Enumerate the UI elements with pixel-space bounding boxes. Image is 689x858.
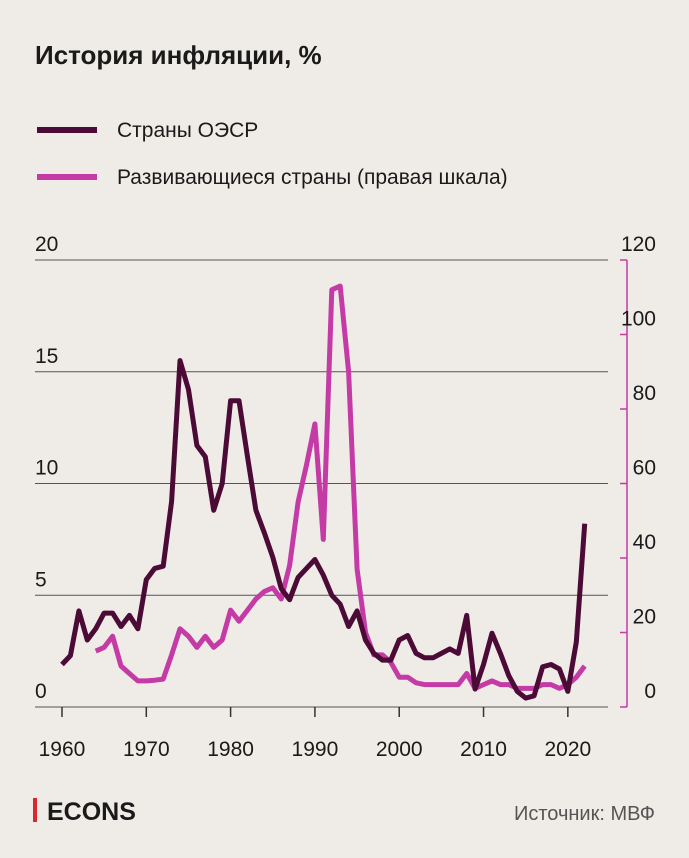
y-tick-label: 20 xyxy=(35,233,58,256)
x-tick-label: 1970 xyxy=(123,738,170,761)
source: Источник: МВФ xyxy=(514,803,655,825)
y-tick-label: 15 xyxy=(35,345,58,368)
brand-bar xyxy=(33,798,37,822)
x-tick-label: 2000 xyxy=(376,738,423,761)
x-tick-label: 2020 xyxy=(544,738,591,761)
y2-tick-label: 60 xyxy=(633,457,656,480)
x-tick-label: 1990 xyxy=(292,738,339,761)
y2-tick-label: 20 xyxy=(633,606,656,629)
y2-tick-label: 0 xyxy=(644,680,656,703)
y2-tick-label: 120 xyxy=(621,233,656,256)
y2-tick-label: 100 xyxy=(621,308,656,331)
series-line xyxy=(60,358,588,701)
y-tick-label: 0 xyxy=(35,680,47,703)
legend-label: Страны ОЭСР xyxy=(117,119,258,142)
y-tick-label: 10 xyxy=(35,457,58,480)
brand: ECONS xyxy=(47,798,136,826)
chart-title: История инфляции, % xyxy=(35,40,322,70)
y-tick-label: 5 xyxy=(35,568,47,591)
x-tick-label: 2010 xyxy=(460,738,507,761)
y2-tick-label: 40 xyxy=(633,531,656,554)
legend-label: Развивающиеся страны (правая шкала) xyxy=(117,166,508,189)
y2-tick-label: 80 xyxy=(633,382,656,405)
x-tick-label: 1960 xyxy=(39,738,86,761)
x-tick-label: 1980 xyxy=(207,738,254,761)
series-line xyxy=(94,283,587,691)
